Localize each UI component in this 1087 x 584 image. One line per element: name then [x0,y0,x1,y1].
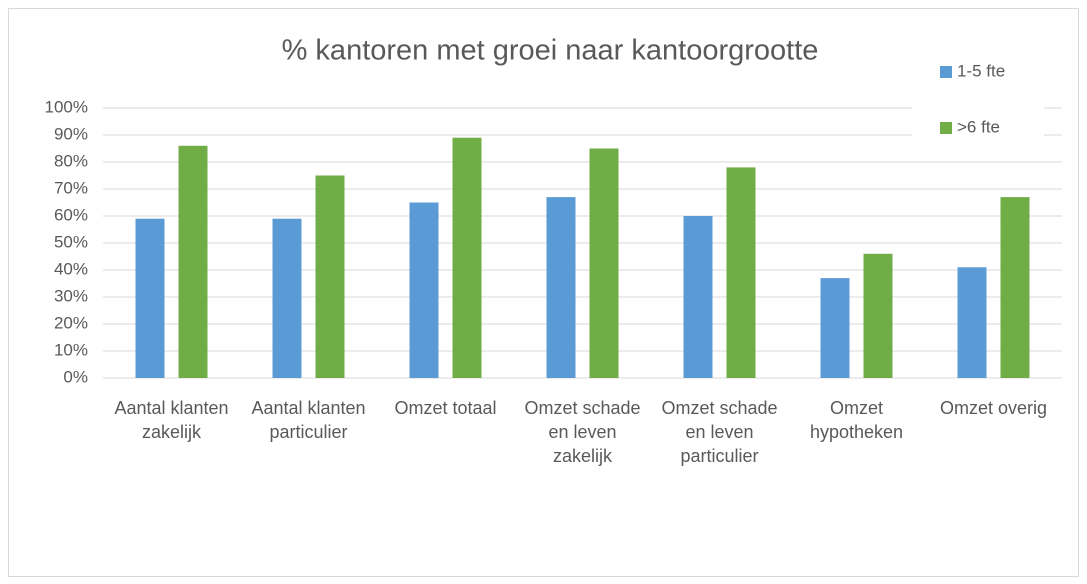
bar [863,253,893,378]
bar [409,202,439,378]
y-tick-label: 70% [54,178,88,197]
legend-swatch [940,122,952,134]
bar [135,218,165,378]
y-tick-label: 40% [54,259,88,278]
x-tick-label: Aantal klanten particulier [251,398,366,442]
bar [683,216,713,378]
bar [178,145,208,378]
y-tick-label: 20% [54,313,88,332]
legend-swatch [940,66,952,78]
x-tick-label: Omzet totaal [394,398,497,418]
y-tick-label: 90% [54,124,88,143]
x-tick-label: Omzet hypotheken [809,398,904,442]
bar [272,218,302,378]
x-tick-label: Omzet schade en leven zakelijk [524,398,641,466]
x-tick-label: Omzet schade en leven particulier [661,398,778,466]
legend-label: >6 fte [957,117,1000,136]
y-tick-label: 30% [54,286,88,305]
bar [589,148,619,378]
x-tick-label: Omzet overig [939,398,1048,418]
bar [726,167,756,378]
y-tick-label: 10% [54,340,88,359]
bar [820,278,850,378]
y-tick-label: 60% [54,205,88,224]
chart-title: % kantoren met groei naar kantoorgrootte [282,35,819,67]
bar [546,197,576,378]
x-tick-label: Aantal klanten zakelijk [114,398,229,442]
bar [452,137,482,378]
y-tick-label: 0% [63,367,88,386]
y-tick-label: 50% [54,232,88,251]
bar [1000,197,1030,378]
bar [315,175,345,378]
bar [957,267,987,378]
y-tick-label: 80% [54,151,88,170]
y-tick-label: 100% [45,97,88,116]
legend-background [912,56,1044,146]
legend-label: 1-5 fte [957,61,1005,80]
